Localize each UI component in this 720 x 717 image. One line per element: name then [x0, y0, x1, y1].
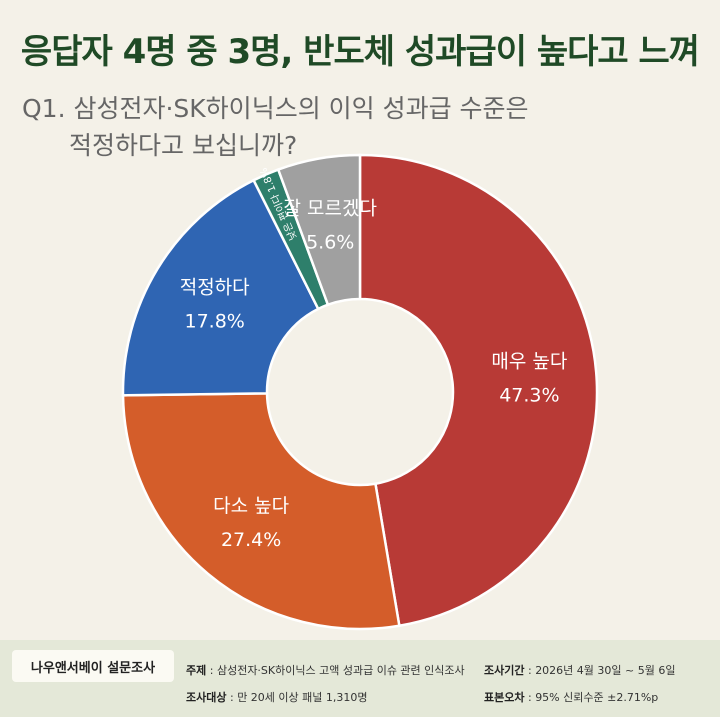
slice-label-1: 다소 높다: [213, 495, 289, 517]
footer: 나우앤서베이 설문조사 주제 : 삼성전자·SK하이닉스 고액 성과급 이슈 관…: [0, 640, 720, 717]
slice-label-0: 매우 높다: [491, 350, 567, 372]
topic-label: 주제: [186, 664, 207, 677]
slice-value-1: 27.4%: [221, 529, 281, 551]
survey-brand: 나우앤서베이 설문조사: [12, 650, 174, 682]
error-info: 표본오차 : 95% 신뢰수준 ±2.71%p: [484, 691, 659, 704]
headline: 응답자 4명 중 3명, 반도체 성과급이 높다고 느껴: [20, 32, 700, 72]
slice-1: [121, 392, 401, 631]
period-info: 조사기간 : 2026년 4월 30일 ~ 5월 6일: [484, 664, 676, 677]
slice-value-0: 47.3%: [499, 384, 559, 406]
target-info: 조사대상 : 만 20세 이상 패널 1,310명: [186, 691, 368, 704]
question-line-1: Q1. 삼성전자·SK하이닉스의 이익 성과급 수준은: [22, 94, 529, 123]
question: Q1. 삼성전자·SK하이닉스의 이익 성과급 수준은 적정하다고 보십니까?: [22, 90, 529, 164]
period-label: 조사기간: [484, 664, 525, 677]
slice-label-group-0: 매우 높다 47.3%: [491, 350, 567, 406]
slice-value-2: 17.8%: [185, 310, 245, 332]
slice-0: [358, 153, 599, 628]
slice-4: [276, 153, 362, 307]
slice-2: [121, 178, 320, 397]
period-value: 2026년 4월 30일 ~ 5월 6일: [535, 664, 676, 677]
target-label: 조사대상: [186, 691, 227, 704]
question-line-2: 적정하다고 보십니까?: [69, 131, 298, 160]
slice-label-2: 적정하다: [180, 276, 250, 298]
error-label: 표본오차: [484, 691, 525, 704]
slice-label-group-4: 잘 모르겠다 5.6%: [283, 197, 376, 253]
target-value: 만 20세 이상 패널 1,310명: [237, 691, 368, 704]
slice-value-4: 5.6%: [306, 231, 354, 253]
topic-value: 삼성전자·SK하이닉스 고액 성과급 이슈 관련 인식조사: [216, 664, 465, 677]
slice-label-4: 잘 모르겠다: [283, 197, 376, 219]
topic-info: 주제 : 삼성전자·SK하이닉스 고액 성과급 이슈 관련 인식조사: [186, 664, 465, 677]
error-value: 95% 신뢰수준 ±2.71%p: [535, 691, 659, 704]
slice-label-group-1: 다소 높다 27.4%: [213, 495, 289, 551]
slice-label-group-2: 적정하다 17.8%: [180, 276, 250, 332]
